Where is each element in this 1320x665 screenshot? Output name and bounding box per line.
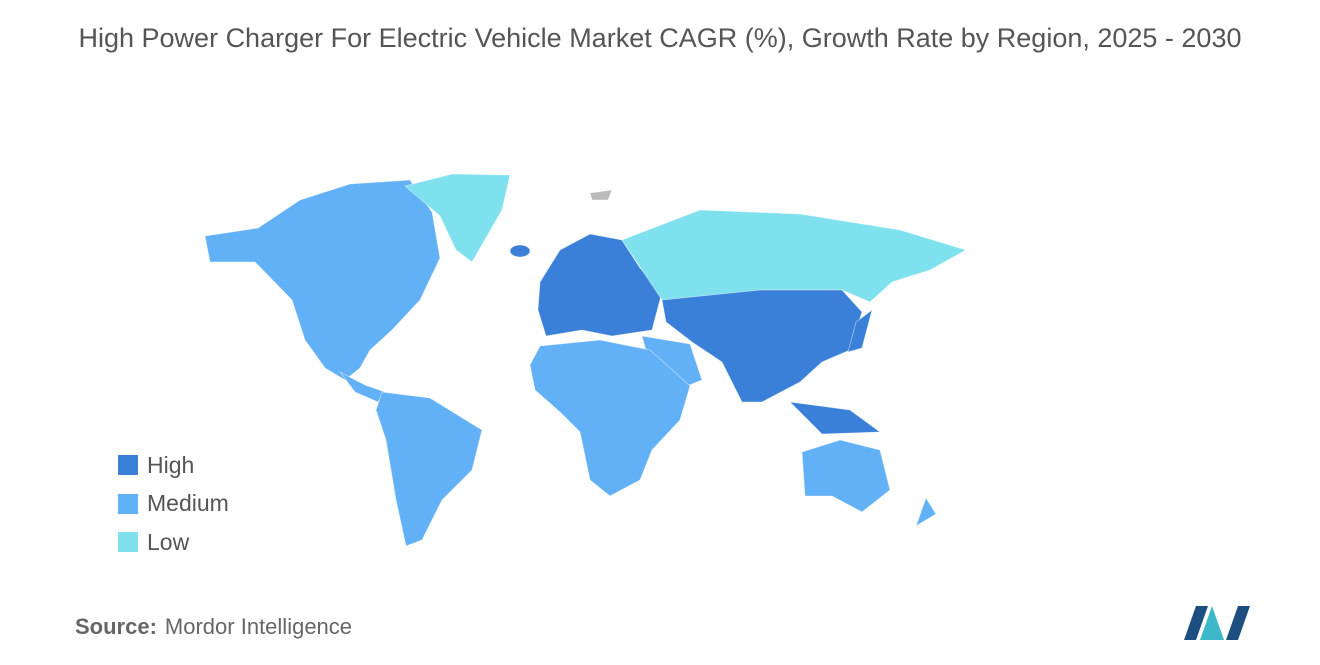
region [915,497,937,527]
legend-swatch [118,493,138,514]
region [537,233,663,337]
logo [1184,606,1250,640]
region [339,371,386,403]
region [801,439,891,513]
source-label: Source: [75,614,157,639]
region [847,308,873,353]
region [404,173,511,263]
region [788,401,882,435]
region [509,244,531,258]
legend-swatch [118,532,138,552]
no-data-region [589,189,613,201]
legend-label: High [147,451,195,478]
legend-item: High [118,451,195,478]
title: High Power Charger For Electric Vehicle … [78,23,1242,53]
legend-label: Medium [147,490,229,516]
region [529,339,691,497]
legend-label: Low [147,528,190,555]
source: Source: Mordor Intelligence [75,614,352,640]
legend-item: Medium [118,490,229,516]
region [661,289,863,403]
region [621,209,968,303]
source-text: Mordor Intelligence [164,614,353,639]
region [204,179,441,381]
region [375,391,483,547]
legend-item: Low [118,528,190,555]
legend-swatch [118,455,138,475]
